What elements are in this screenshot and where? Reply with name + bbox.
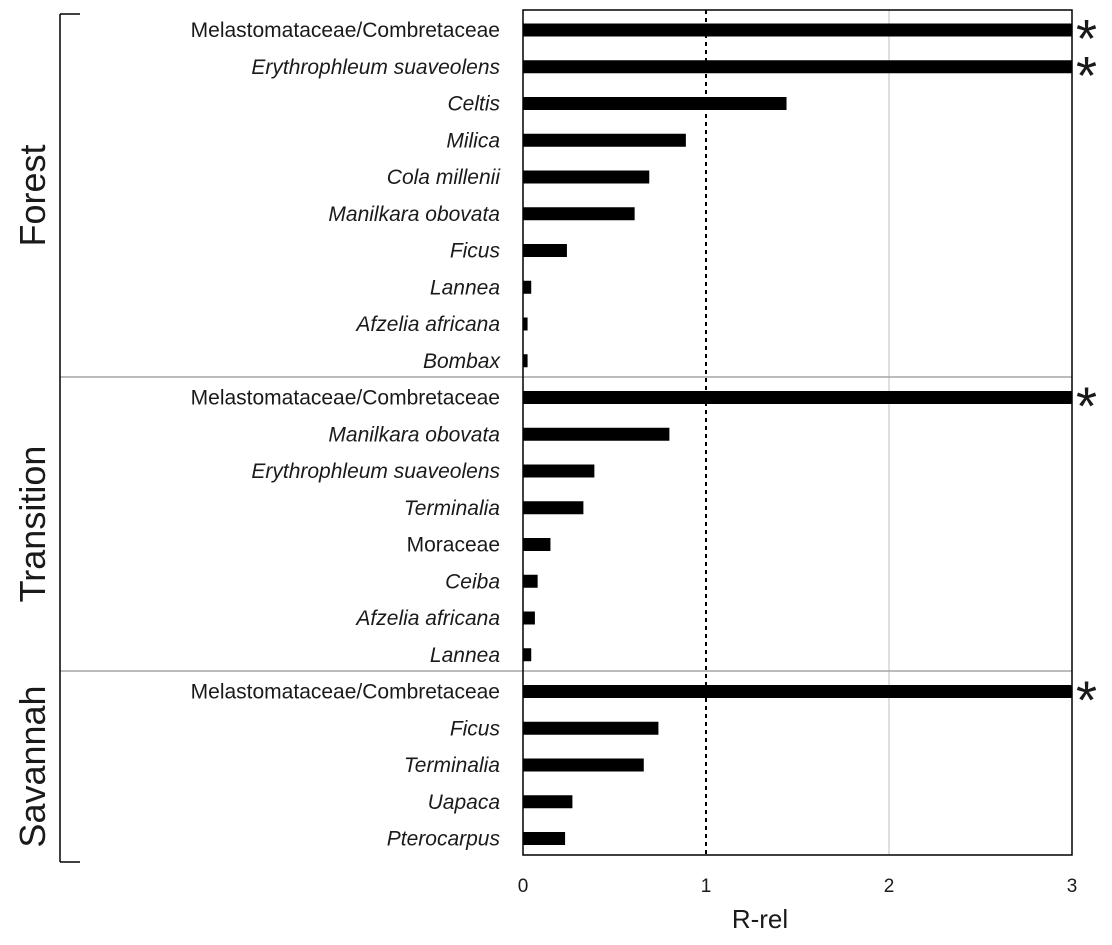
category-label-transition-0: Melastomataceae/Combretaceae — [191, 387, 500, 410]
bar-transition-6 — [523, 611, 535, 625]
bar-forest-4 — [523, 170, 650, 184]
significance-marker-forest-0: * — [1076, 9, 1097, 69]
bar-transition-5 — [523, 574, 538, 588]
group-brackets-layer: Forest Transition Savannah — [12, 13, 80, 863]
category-label-forest-2: Celtis — [447, 93, 500, 116]
category-labels-layer: Melastomataceae/Combretaceae * Erythrophle… — [191, 9, 1097, 851]
significance-marker-forest-1: * — [1076, 46, 1097, 106]
category-label-savannah-4: Pterocarpus — [387, 828, 501, 851]
bar-forest-5 — [523, 207, 635, 221]
bar-forest-8 — [523, 317, 528, 331]
bar-transition-1 — [523, 427, 670, 441]
bar-forest-3 — [523, 133, 686, 147]
x-axis-title: R-rel — [732, 904, 788, 934]
bar-savannah-2 — [523, 758, 644, 772]
plot-frame-layer — [60, 9, 1073, 856]
bar-transition-0 — [523, 391, 1072, 404]
bar-transition-2 — [523, 464, 595, 478]
x-axis-ticks-layer: 0 1 2 3 — [518, 876, 1078, 897]
category-label-forest-3: Milica — [446, 129, 500, 152]
x-tick-label-0: 0 — [518, 876, 529, 897]
bar-transition-3 — [523, 501, 584, 515]
significance-marker-transition-0: * — [1076, 377, 1097, 437]
bar-savannah-3 — [523, 795, 573, 809]
x-tick-label-3: 3 — [1067, 876, 1078, 897]
category-label-transition-4: Moraceae — [407, 534, 500, 557]
category-label-savannah-2: Terminalia — [404, 754, 500, 777]
significance-marker-savannah-0: * — [1076, 671, 1097, 731]
category-label-transition-1: Manilkara obovata — [328, 423, 500, 446]
bar-transition-7 — [523, 648, 532, 662]
category-label-transition-6: Afzelia africana — [354, 607, 500, 630]
group-label-savannah: Savannah — [12, 685, 53, 847]
bar-savannah-0 — [523, 685, 1072, 698]
category-label-forest-7: Lannea — [430, 276, 500, 299]
bar-forest-0 — [523, 23, 1072, 37]
category-label-forest-8: Afzelia africana — [354, 313, 500, 336]
bar-transition-4 — [523, 538, 551, 551]
bar-forest-9 — [523, 354, 528, 368]
x-tick-label-1: 1 — [701, 876, 712, 897]
category-label-savannah-1: Ficus — [450, 717, 501, 740]
category-label-transition-5: Ceiba — [445, 570, 500, 593]
category-label-transition-2: Erythrophleum suaveolens — [251, 460, 500, 483]
category-label-forest-1: Erythrophleum suaveolens — [251, 56, 500, 79]
category-label-forest-9: Bombax — [423, 350, 502, 373]
bar-forest-1 — [523, 60, 1072, 74]
category-label-forest-6: Ficus — [450, 240, 501, 263]
category-label-forest-0: Melastomataceae/Combretaceae — [191, 19, 500, 42]
category-label-forest-4: Cola millenii — [387, 166, 502, 189]
bar-savannah-4 — [523, 832, 566, 845]
category-label-transition-3: Terminalia — [404, 497, 500, 520]
bars-layer — [523, 23, 1072, 845]
group-label-transition: Transition — [12, 446, 53, 603]
category-label-forest-5: Manilkara obovata — [328, 203, 500, 226]
group-label-forest: Forest — [12, 144, 53, 246]
bar-forest-6 — [523, 244, 567, 257]
bar-forest-7 — [523, 280, 532, 294]
x-tick-label-2: 2 — [884, 876, 895, 897]
category-label-savannah-3: Uapaca — [428, 791, 500, 814]
bar-forest-2 — [523, 97, 787, 110]
bar-savannah-1 — [523, 721, 659, 735]
category-label-transition-7: Lannea — [430, 644, 500, 667]
category-label-savannah-0: Melastomataceae/Combretaceae — [191, 681, 500, 704]
plot-frame — [522, 9, 1073, 856]
